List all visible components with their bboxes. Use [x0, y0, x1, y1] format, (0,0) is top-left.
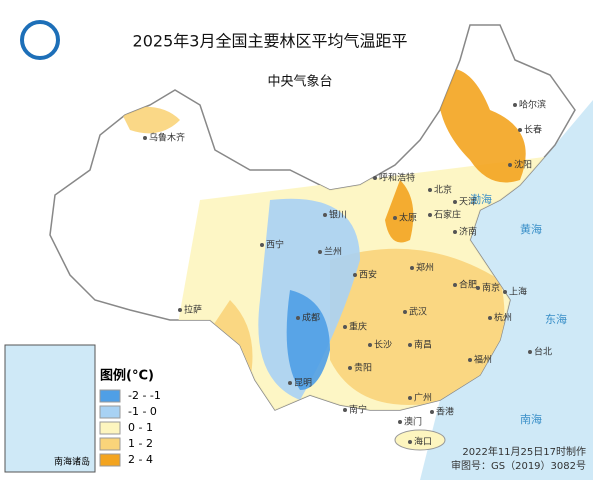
sea-label: 东海 — [545, 312, 567, 326]
legend-swatch — [99, 421, 121, 435]
sea-label: 渤海 — [470, 192, 492, 206]
city-dot — [343, 325, 347, 329]
city-label: 呼和浩特 — [379, 172, 415, 184]
city-dot — [296, 316, 300, 320]
city-label: 天津 — [459, 197, 477, 208]
city-dot — [348, 366, 352, 370]
city-dot — [373, 176, 377, 180]
city-label: 北京 — [434, 184, 452, 196]
footer-made: 2022年11月25日17时制作 — [462, 445, 586, 458]
legend-swatch — [99, 437, 121, 451]
city-label: 香港 — [436, 406, 454, 418]
city-dot — [453, 230, 457, 234]
city-dot — [408, 396, 412, 400]
anomaly-area — [120, 106, 180, 134]
anomaly-area — [330, 248, 505, 405]
sea-label: 南海 — [520, 412, 542, 426]
city-dot — [408, 440, 412, 444]
city-label: 南宁 — [349, 404, 367, 416]
city-dot — [428, 213, 432, 217]
city-label: 重庆 — [349, 321, 367, 333]
city-label: 武汉 — [409, 306, 427, 318]
title: 2025年3月全国主要林区平均气温距平 — [133, 32, 408, 51]
city-label: 杭州 — [494, 312, 512, 324]
city-label: 南昌 — [414, 339, 432, 351]
subtitle: 中央气象台 — [267, 74, 332, 90]
legend: 图例(°C) -2 - -1 -1 - 0 0 - 1 1 - 2 2 - 4 — [99, 368, 161, 467]
city-dot — [143, 136, 147, 140]
legend-label: 0 - 1 — [128, 421, 153, 434]
inset-label: 南海诸岛 — [54, 456, 90, 468]
legend-label: 1 - 2 — [128, 437, 153, 450]
city-label: 郑州 — [416, 262, 434, 274]
legend-swatch — [99, 389, 121, 403]
city-dot — [513, 103, 517, 107]
legend-label: 2 - 4 — [128, 453, 153, 466]
legend-swatch — [99, 453, 121, 467]
city-label: 哈尔滨 — [519, 99, 546, 111]
city-label: 广州 — [414, 392, 432, 404]
inset — [4, 344, 96, 473]
anomaly-area — [438, 68, 526, 183]
city-label: 银川 — [329, 209, 347, 221]
city-label: 上海 — [509, 286, 527, 298]
city-dot — [518, 128, 522, 132]
city-dot — [408, 343, 412, 347]
city-label: 济南 — [459, 226, 477, 238]
city-dot — [453, 200, 457, 204]
sea — [420, 100, 593, 480]
anomaly-area — [286, 290, 330, 390]
city-label: 长春 — [524, 124, 542, 136]
anomaly-area — [385, 180, 414, 243]
city-dot — [468, 358, 472, 362]
logo — [20, 20, 60, 60]
city-dot — [476, 286, 480, 290]
city-dot — [503, 290, 507, 294]
city-label: 贵阳 — [354, 362, 372, 374]
legend-label: -1 - 0 — [128, 405, 157, 418]
city-dot — [393, 216, 397, 220]
city-label: 台北 — [534, 346, 552, 358]
city-dot — [398, 420, 402, 424]
city-dot — [343, 408, 347, 412]
legend-swatch — [99, 405, 121, 419]
city-dot — [403, 310, 407, 314]
city-dot — [368, 343, 372, 347]
city-label: 海口 — [414, 436, 432, 448]
city-dot — [318, 250, 322, 254]
city-label: 长沙 — [374, 339, 392, 351]
city-dot — [178, 308, 182, 312]
city-label: 乌鲁木齐 — [149, 132, 185, 144]
city-label: 合肥 — [459, 279, 477, 291]
city-label: 沈阳 — [514, 159, 532, 171]
city-label: 昆明 — [294, 378, 312, 389]
city-label: 福州 — [474, 354, 492, 366]
city-dot — [260, 243, 264, 247]
city-dot — [508, 163, 512, 167]
city-label: 成都 — [302, 312, 320, 324]
legend-label: -2 - -1 — [128, 389, 161, 402]
footer-approval: 审图号：GS（2019）3082号 — [451, 459, 586, 472]
city-dot — [528, 350, 532, 354]
city-dot — [428, 188, 432, 192]
sea-label: 黄海 — [520, 222, 542, 236]
hainan — [394, 429, 446, 451]
city-dot — [410, 266, 414, 270]
city-label: 太原 — [399, 212, 417, 224]
city-label: 南京 — [482, 282, 500, 294]
city-label: 拉萨 — [184, 304, 202, 316]
city-dot — [488, 316, 492, 320]
city-label: 澳门 — [404, 416, 422, 428]
city-label: 兰州 — [324, 246, 342, 258]
legend-title: 图例(°C) — [100, 368, 154, 384]
city-dot — [288, 381, 292, 385]
city-dot — [453, 283, 457, 287]
city-dot — [353, 273, 357, 277]
city-dot — [323, 213, 327, 217]
city-dot — [430, 410, 434, 414]
city-label: 西安 — [359, 269, 377, 281]
city-label: 西宁 — [266, 239, 284, 251]
city-label: 石家庄 — [434, 209, 461, 221]
